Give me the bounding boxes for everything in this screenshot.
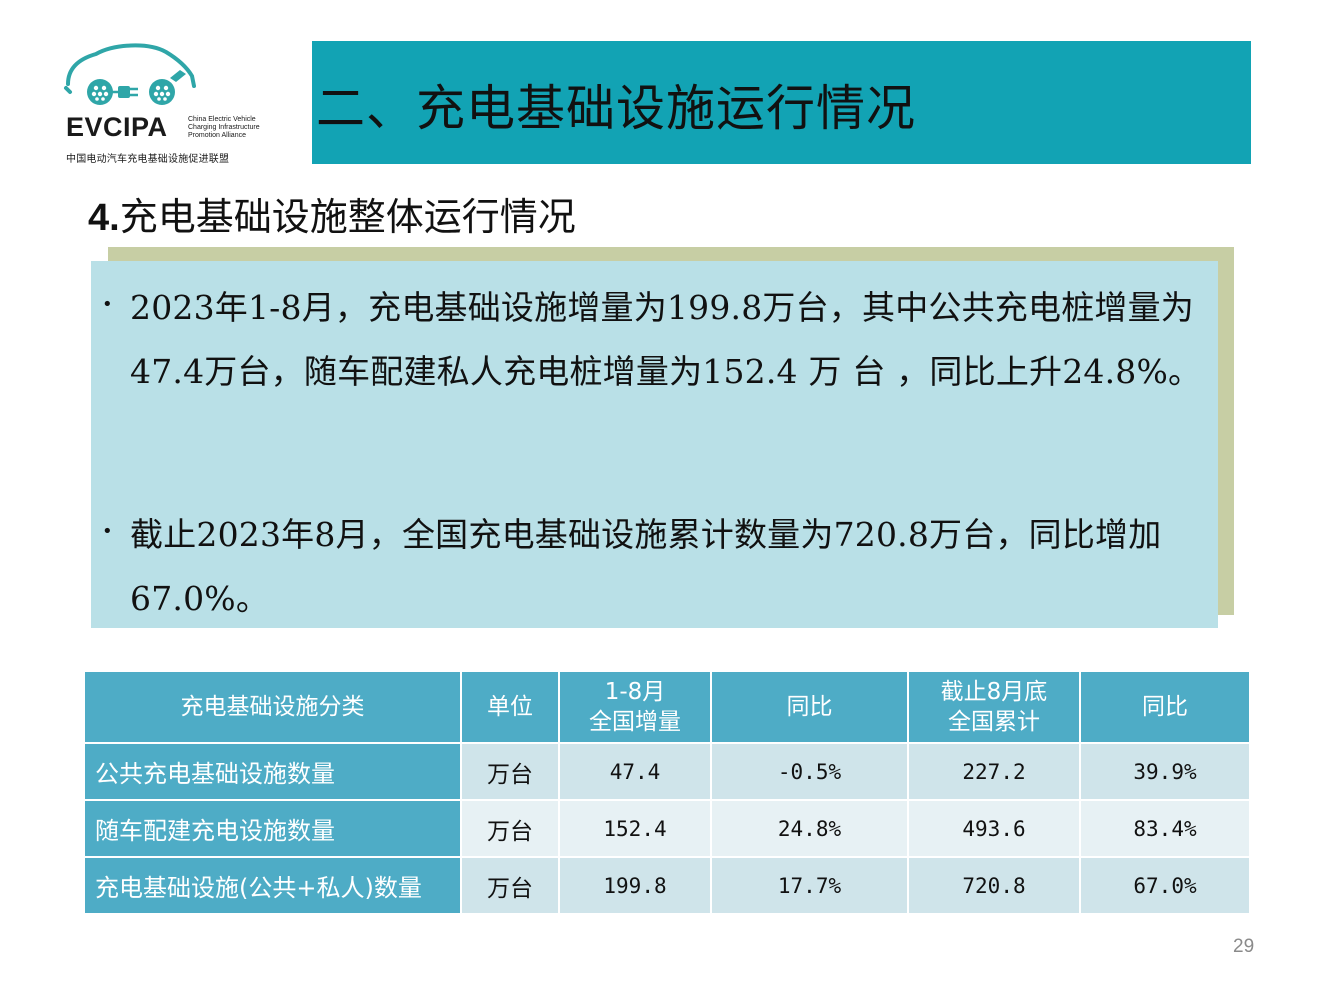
header-unit: 单位 <box>460 670 560 744</box>
charging-infrastructure-table: 充电基础设施分类 单位 1-8月全国增量 同比 截止8月底全国累计 同比 公共充… <box>83 670 1251 915</box>
cell-unit: 万台 <box>460 742 560 801</box>
title-banner: 二、充电基础设施运行情况 <box>312 41 1251 164</box>
cell-cumulative: 227.2 <box>907 742 1081 801</box>
summary-panel <box>91 261 1218 628</box>
header-category: 充电基础设施分类 <box>83 670 462 744</box>
cell-yoy: 17.7% <box>710 856 909 915</box>
header-increment: 1-8月全国增量 <box>558 670 712 744</box>
row-label: 公共充电基础设施数量 <box>83 742 462 801</box>
cell-yoy-cumulative: 83.4% <box>1079 799 1251 858</box>
cell-increment: 152.4 <box>558 799 712 858</box>
logo-wordmark: EVCIPA <box>66 112 168 142</box>
slide-title: 二、充电基础设施运行情况 <box>316 80 917 137</box>
row-label: 充电基础设施(公共+私人)数量 <box>83 856 462 915</box>
section-heading: 4.充电基础设施整体运行情况 <box>88 186 576 241</box>
bullet-dot: • <box>102 294 113 315</box>
header-cumulative-line1: 截止8月底 <box>940 679 1048 705</box>
header-yoy-increment: 同比 <box>710 670 909 744</box>
cell-yoy-cumulative: 67.0% <box>1079 856 1251 915</box>
table-row: 充电基础设施(公共+私人)数量 万台 199.8 17.7% 720.8 67.… <box>83 856 1251 915</box>
logo-chinese-name: 中国电动汽车充电基础设施促进联盟 <box>66 154 230 165</box>
header-increment-line2: 全国增量 <box>589 709 681 735</box>
section-title: 充电基础设施整体运行情况 <box>119 195 576 239</box>
cell-unit: 万台 <box>460 799 560 858</box>
section-number: 4. <box>88 197 120 239</box>
header-yoy-cumulative: 同比 <box>1079 670 1251 744</box>
cell-yoy: -0.5% <box>710 742 909 801</box>
page-number: 29 <box>1233 936 1255 957</box>
table-header-row: 充电基础设施分类 单位 1-8月全国增量 同比 截止8月底全国累计 同比 <box>83 670 1251 744</box>
bullet-text-1: 2023年1-8月，充电基础设施增量为199.8万台，其中公共充电桩增量为47.… <box>130 288 1202 391</box>
header-cumulative-line2: 全国累计 <box>948 709 1040 735</box>
table-row: 随车配建充电设施数量 万台 152.4 24.8% 493.6 83.4% <box>83 799 1251 858</box>
logo-english-name: China Electric Vehicle Charging Infrastr… <box>188 116 260 139</box>
evcipa-logo: EVCIPA China Electric Vehicle Charging I… <box>62 36 277 171</box>
bullet-text-2: 截止2023年8月，全国充电基础设施累计数量为720.8万台，同比增加67.0%… <box>130 515 1162 618</box>
bullet-dot: • <box>102 521 113 542</box>
cell-unit: 万台 <box>460 856 560 915</box>
row-label: 随车配建充电设施数量 <box>83 799 462 858</box>
table-row: 公共充电基础设施数量 万台 47.4 -0.5% 227.2 39.9% <box>83 742 1251 801</box>
cell-cumulative: 720.8 <box>907 856 1081 915</box>
cell-yoy: 24.8% <box>710 799 909 858</box>
header-increment-line1: 1-8月 <box>604 679 666 705</box>
cell-increment: 199.8 <box>558 856 712 915</box>
header-cumulative: 截止8月底全国累计 <box>907 670 1081 744</box>
cell-increment: 47.4 <box>558 742 712 801</box>
cell-cumulative: 493.6 <box>907 799 1081 858</box>
cell-yoy-cumulative: 39.9% <box>1079 742 1251 801</box>
car-plug-icon <box>64 43 196 105</box>
